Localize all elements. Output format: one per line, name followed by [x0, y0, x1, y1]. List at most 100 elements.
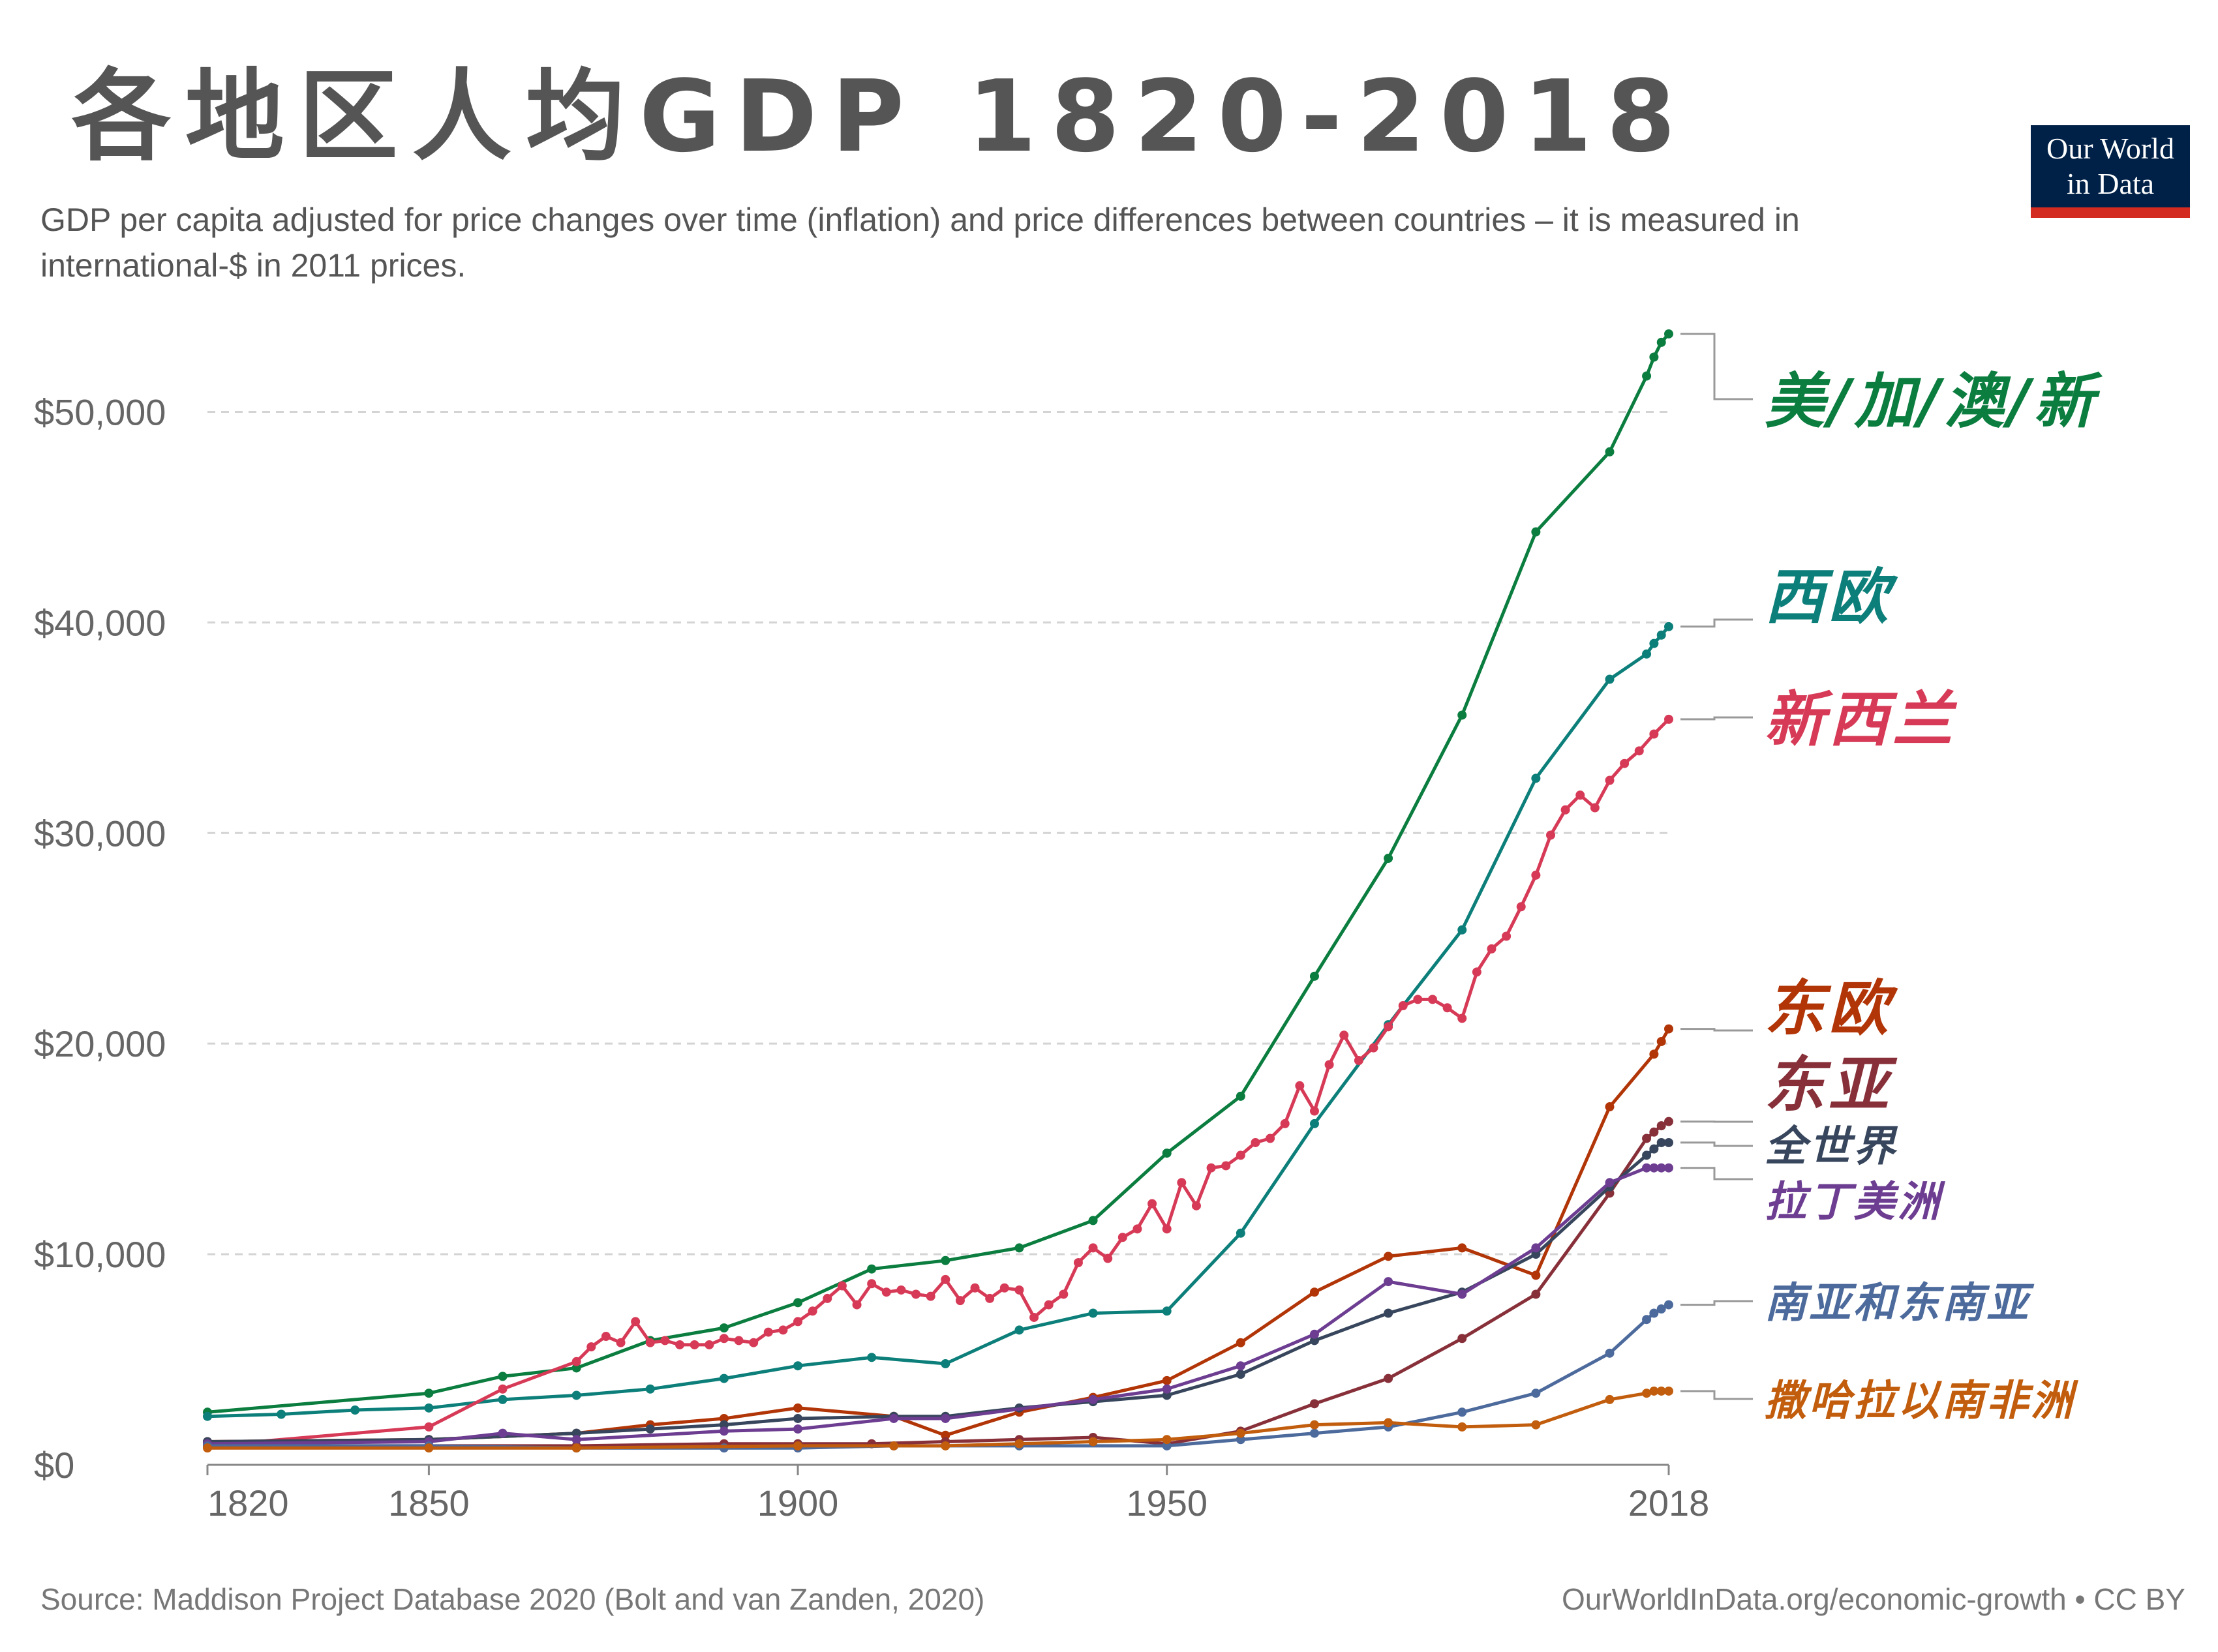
grid-lines [207, 410, 1669, 1255]
data-point [1309, 1420, 1319, 1430]
data-point [1191, 1201, 1201, 1210]
data-point [763, 1327, 773, 1337]
data-point [719, 1413, 729, 1423]
data-point [1605, 1348, 1615, 1358]
data-point [1236, 1428, 1245, 1438]
data-point [1664, 1137, 1673, 1147]
data-point [1642, 371, 1652, 381]
data-point [498, 1384, 508, 1394]
data-point [1656, 630, 1666, 640]
data-point [793, 1424, 803, 1434]
data-point [616, 1338, 626, 1347]
legend-connector [1680, 1167, 1753, 1180]
data-point [1309, 971, 1319, 981]
data-point [1531, 1420, 1541, 1430]
legend-connector [1680, 618, 1753, 628]
series-line [207, 333, 1670, 1414]
x-tick-label: 1900 [757, 1482, 839, 1524]
logo-line-2: in Data [2066, 167, 2155, 200]
data-point [1502, 931, 1512, 941]
data-point [660, 1336, 670, 1345]
footer-source: Source: Maddison Project Database 2020 (… [40, 1582, 985, 1616]
data-point [1664, 714, 1673, 724]
data-point [1649, 1308, 1659, 1318]
data-point [1309, 1119, 1319, 1128]
data-point [1656, 1137, 1666, 1147]
owid-logo[interactable]: Our World in Data [2031, 125, 2190, 218]
data-point [1132, 1224, 1142, 1234]
data-point [970, 1283, 980, 1293]
data-point [1162, 1306, 1172, 1316]
data-point [1664, 1117, 1673, 1126]
data-point [645, 1384, 655, 1394]
data-point [867, 1264, 877, 1274]
data-point [571, 1428, 581, 1438]
data-point [1664, 329, 1673, 338]
data-point [823, 1293, 832, 1303]
series-1 [203, 622, 1673, 1421]
data-point [1073, 1258, 1083, 1268]
data-point [1457, 1334, 1467, 1344]
data-point [1664, 1024, 1673, 1034]
data-point [1649, 1163, 1659, 1173]
series-7 [203, 1300, 1673, 1453]
data-point [1295, 1081, 1305, 1090]
data-point [1472, 967, 1481, 977]
data-point [1442, 1003, 1452, 1013]
data-point [1236, 1150, 1245, 1160]
axes: $0 $10,000 $20,000 $30,000 $40,000 $50,000 182… [34, 391, 1709, 1524]
legend-label-4: 东亚 [1765, 1050, 1898, 1120]
data-point [1413, 995, 1423, 1004]
data-point [719, 1323, 729, 1333]
data-point [1620, 758, 1630, 768]
series-6 [203, 1163, 1673, 1449]
legend-connector [1680, 716, 1753, 721]
data-point [793, 1413, 803, 1423]
data-point [1590, 803, 1600, 813]
legend-label-8: 撒哈拉以南非洲 [1765, 1377, 2078, 1425]
data-point [1656, 1304, 1666, 1314]
data-point [941, 1274, 950, 1284]
data-point [1649, 352, 1659, 362]
data-point [1206, 1163, 1216, 1173]
data-point [1309, 1336, 1319, 1345]
data-point [985, 1293, 995, 1303]
data-point [955, 1296, 965, 1306]
data-point [1656, 1163, 1666, 1173]
chart-title: 各地区人均GDP 1820-2018 [71, 59, 1690, 174]
data-point [1531, 1389, 1541, 1398]
data-point [675, 1340, 685, 1349]
data-point [1280, 1119, 1290, 1128]
data-point [896, 1285, 906, 1295]
data-point [1605, 674, 1615, 684]
data-point [1014, 1285, 1024, 1295]
series-line [207, 625, 1670, 1419]
footer-url[interactable]: OurWorldInData.org/economic-growth • CC … [1561, 1582, 2185, 1616]
data-point [1309, 1106, 1319, 1116]
data-point [1605, 1102, 1615, 1112]
data-point [941, 1359, 950, 1369]
data-point [1088, 1437, 1098, 1447]
series-8 [203, 1386, 1673, 1453]
legend-label-5: 全世界 [1765, 1122, 1898, 1171]
data-point [1487, 944, 1496, 954]
data-point [1575, 790, 1585, 800]
data-point [1014, 1439, 1024, 1449]
data-point [277, 1409, 286, 1419]
data-point [203, 1411, 212, 1421]
data-point [1531, 1270, 1541, 1280]
y-tick-label: $40,000 [34, 602, 166, 643]
data-point [1531, 1243, 1541, 1253]
data-point [1664, 1300, 1673, 1310]
data-point [1354, 1056, 1363, 1066]
data-point [1384, 854, 1393, 864]
legend-label-7: 南亚和东南亚 [1765, 1279, 2035, 1327]
data-point [719, 1420, 729, 1430]
data-point [1029, 1312, 1039, 1322]
data-point [1545, 830, 1555, 840]
data-point [424, 1443, 434, 1453]
data-point [749, 1338, 759, 1347]
y-tick-label: $20,000 [34, 1023, 166, 1064]
data-point [1649, 1049, 1659, 1059]
data-point [1656, 1121, 1666, 1131]
